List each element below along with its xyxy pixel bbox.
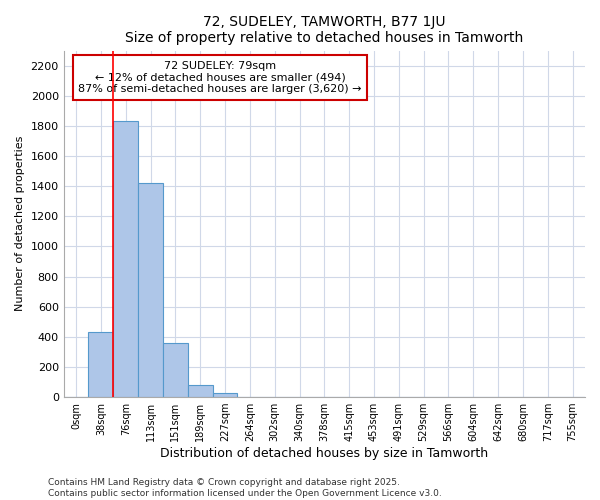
- Bar: [163, 343, 188, 397]
- Bar: [113, 122, 138, 397]
- Text: Contains HM Land Registry data © Crown copyright and database right 2025.
Contai: Contains HM Land Registry data © Crown c…: [48, 478, 442, 498]
- Title: 72, SUDELEY, TAMWORTH, B77 1JU
Size of property relative to detached houses in T: 72, SUDELEY, TAMWORTH, B77 1JU Size of p…: [125, 15, 523, 45]
- X-axis label: Distribution of detached houses by size in Tamworth: Distribution of detached houses by size …: [160, 447, 488, 460]
- Y-axis label: Number of detached properties: Number of detached properties: [15, 136, 25, 312]
- Bar: [188, 385, 212, 397]
- Text: 72 SUDELEY: 79sqm
← 12% of detached houses are smaller (494)
87% of semi-detache: 72 SUDELEY: 79sqm ← 12% of detached hous…: [79, 61, 362, 94]
- Bar: [212, 394, 238, 397]
- Bar: [138, 183, 163, 397]
- Bar: [88, 332, 113, 397]
